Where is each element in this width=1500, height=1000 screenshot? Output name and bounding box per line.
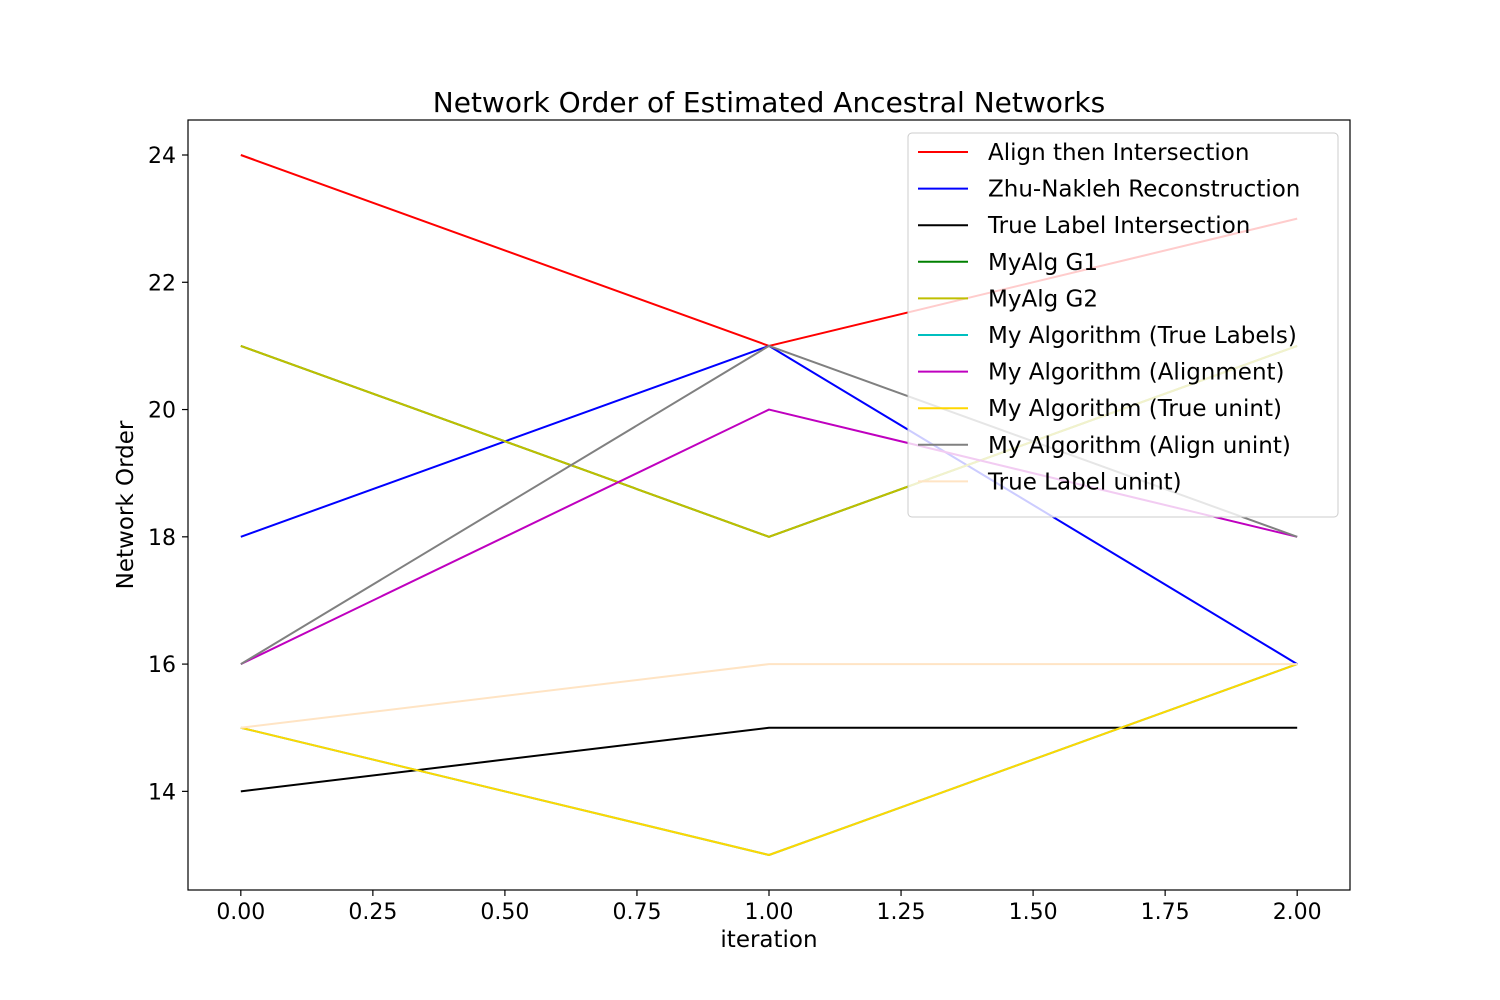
series-line-true-label-unint [240,663,1298,729]
y-tick-label: 24 [148,144,176,169]
legend-label-my-algorithm-true-labels: My Algorithm (True Labels) [988,323,1297,349]
legend: Align then Intersection Zhu-Nakleh Recons… [907,132,1339,518]
x-tick-label: 0.25 [348,900,397,925]
chart-title: Network Order of Estimated Ancestral Net… [433,86,1105,119]
y-tick-label: 22 [148,271,176,296]
y-axis-label: Network Order [113,420,139,589]
legend-label-zhu-nakleh-reconstruction: Zhu-Nakleh Reconstruction [988,177,1300,203]
legend-box [907,132,1339,518]
x-tick-label: 1.25 [877,900,926,925]
y-tick-label: 18 [148,526,176,551]
series-line-my-algorithm-true-unint [240,663,1298,856]
series-line-my-algorithm-true-labels [240,663,1298,856]
x-tick-label: 0.00 [216,900,265,925]
x-tick-label: 1.50 [1009,900,1058,925]
y-tick-label: 20 [148,399,176,424]
x-tick-label: 1.00 [745,900,794,925]
x-axis-label: iteration [720,927,817,953]
y-tick-label: 16 [148,653,176,678]
legend-label-my-algorithm-true-unint: My Algorithm (True unint) [988,396,1282,422]
legend-label-my-algorithm-alignment: My Algorithm (Alignment) [988,360,1285,386]
legend-label-myalg-g2: MyAlg G2 [988,286,1098,312]
x-tick-label: 1.75 [1141,900,1190,925]
x-axis: 0.00 0.25 0.50 0.75 1.00 1.25 1.50 1.75 2.00 [216,890,1322,925]
legend-label-align-then-intersection: Align then Intersection [988,140,1249,166]
y-axis: 14 16 18 20 22 24 [148,144,188,805]
legend-label-my-algorithm-align-unint: My Algorithm (Align unint) [988,433,1291,459]
x-tick-label: 2.00 [1273,900,1322,925]
series-layer [240,154,1298,856]
legend-label-true-label-unint: True Label unint) [987,469,1182,495]
legend-label-myalg-g1: MyAlg G1 [988,250,1098,276]
series-line-true-label-intersection [240,726,1298,793]
x-tick-label: 0.75 [612,900,661,925]
legend-label-true-label-intersection: True Label Intersection [987,213,1250,239]
x-tick-label: 0.50 [480,900,529,925]
y-tick-label: 14 [148,780,176,805]
